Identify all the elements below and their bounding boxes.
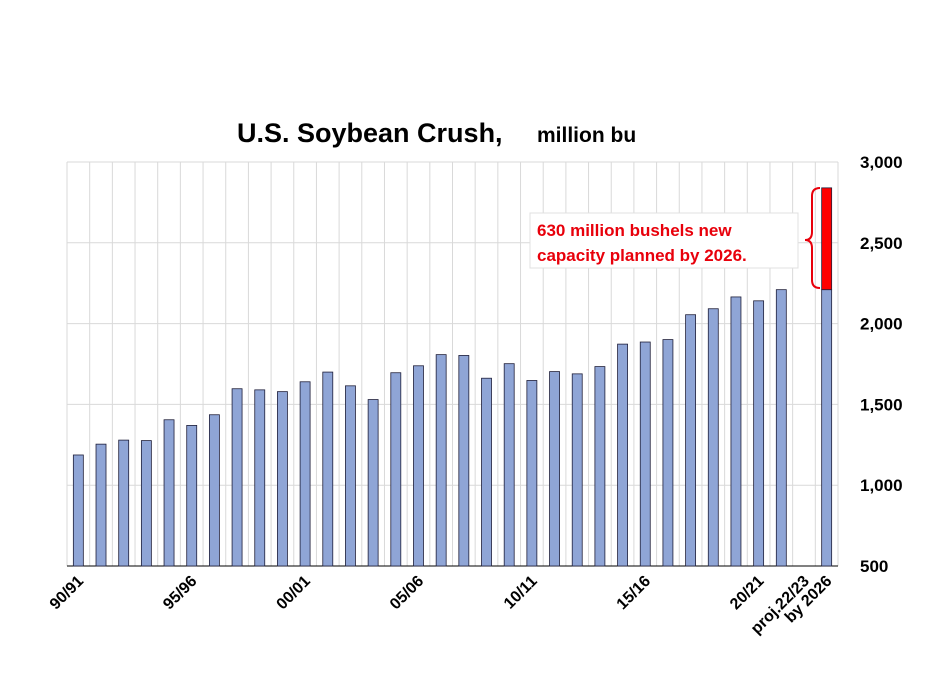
- y-tick-label: 1,500: [860, 395, 903, 414]
- bar-93/94: [140, 440, 152, 567]
- bar-09/10: [503, 363, 515, 567]
- bar-96/97: [208, 414, 220, 567]
- bar-05/06: [413, 365, 424, 567]
- bar-03/04: [367, 399, 379, 567]
- bar-20/21: [753, 300, 765, 567]
- bar-16/17: [662, 339, 674, 567]
- y-tick-label: 1,000: [860, 476, 903, 495]
- grid-lines: [66, 161, 839, 567]
- bar-91/92: [95, 443, 107, 567]
- bar-98/99: [254, 389, 266, 567]
- y-tick-label: 2,000: [860, 315, 903, 334]
- annotation-brace: [804, 187, 821, 289]
- bar-by 2026: [821, 289, 833, 567]
- bar-18/19: [707, 308, 719, 567]
- y-tick-label: 500: [860, 557, 888, 576]
- annotation-line-2: capacity planned by 2026.: [537, 246, 747, 265]
- bar-10/11: [526, 380, 538, 567]
- bar-90/91: [72, 454, 84, 567]
- bar-04/05: [390, 372, 402, 567]
- bar-15/16: [639, 341, 651, 567]
- chart-subtitle: million bu: [537, 124, 636, 147]
- bar-14/15: [617, 343, 628, 567]
- y-axis-tick-labels: 500 1,000 1,500 2,000 2,500 3,000: [860, 153, 903, 576]
- annotation-box: [529, 212, 799, 269]
- bar-19/20: [730, 296, 742, 567]
- bar-01/02: [322, 371, 334, 567]
- annotation-line-1: 630 million bushels new: [537, 221, 732, 240]
- bar-06/07: [435, 354, 447, 567]
- x-tick-label: 90/91: [47, 573, 87, 613]
- x-tick-label: 05/06: [387, 573, 427, 613]
- y-tick-label: 3,000: [860, 153, 903, 172]
- y-tick-label: 2,500: [860, 234, 903, 253]
- x-tick-label: 20/21: [727, 573, 767, 613]
- bar-17/18: [685, 314, 697, 567]
- bar-11/12: [549, 371, 560, 567]
- bar-95/96: [186, 425, 198, 567]
- bar-02/03: [345, 385, 356, 567]
- bar-99/00: [277, 391, 288, 567]
- x-tick-label: 10/11: [501, 573, 541, 613]
- bar-92/93: [118, 439, 130, 567]
- bar-07/08: [458, 355, 470, 567]
- bar-21/22: [775, 289, 787, 567]
- bars: [72, 187, 833, 567]
- x-tick-label: 15/16: [614, 573, 654, 613]
- x-axis-tick-labels: 90/91 95/96 00/01 05/06 10/11 15/16 20/21proj.…: [47, 573, 836, 638]
- bar-13/14: [594, 366, 606, 567]
- bar-12/13: [571, 373, 583, 567]
- bar-97/98: [231, 388, 243, 567]
- x-tick-label: 00/01: [274, 573, 314, 613]
- bar-94/95: [163, 419, 175, 567]
- chart-title: U.S. Soybean Crush,: [237, 118, 503, 148]
- bar-08/09: [481, 377, 492, 567]
- bar-new-capacity: [821, 187, 833, 291]
- bar-00/01: [299, 381, 311, 567]
- x-tick-label: 95/96: [160, 573, 200, 613]
